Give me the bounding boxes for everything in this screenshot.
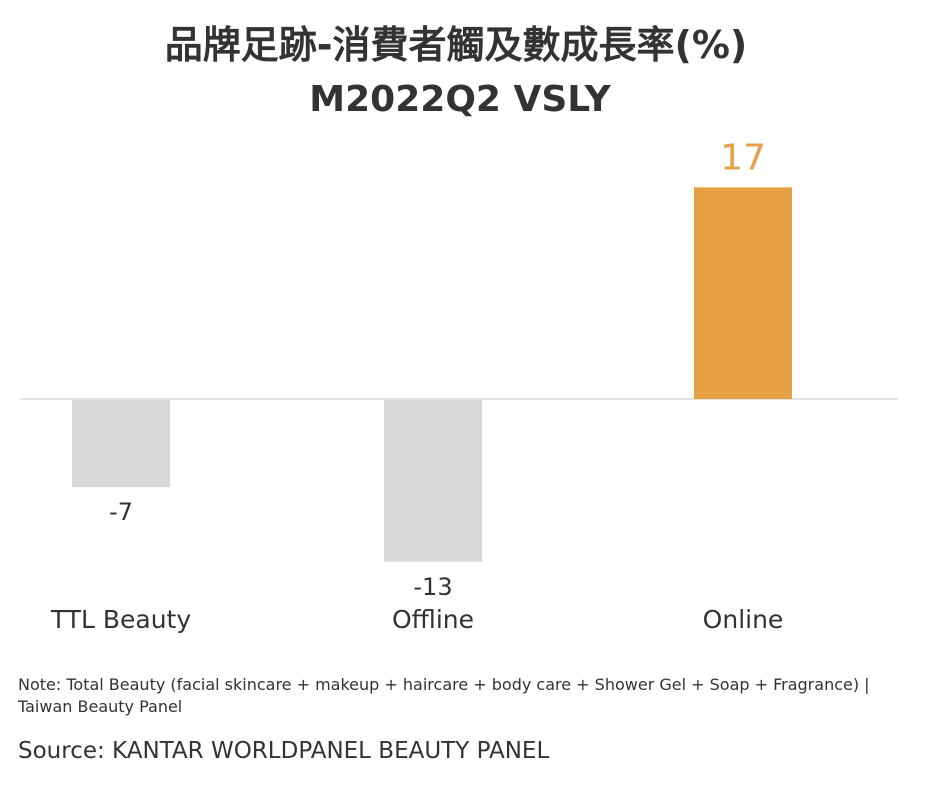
- footnote: Note: Total Beauty (facial skincare + ma…: [18, 675, 870, 716]
- chart-title: 品牌足跡-消費者觸及數成長率(%): [164, 23, 748, 67]
- value-label: -13: [413, 573, 452, 601]
- bar-ttl-beauty: [72, 400, 170, 488]
- bar-offline: [384, 400, 482, 562]
- chart-subtitle: M2022Q2 VSLY: [309, 79, 611, 120]
- value-label: 17: [720, 137, 766, 178]
- category-label: Offline: [392, 605, 474, 634]
- value-label: -7: [109, 498, 133, 526]
- category-label: Online: [703, 605, 784, 634]
- bar-online: [694, 187, 792, 399]
- category-label: TTL Beauty: [50, 605, 191, 634]
- source-line: Source: KANTAR WORLDPANEL BEAUTY PANEL: [18, 738, 550, 764]
